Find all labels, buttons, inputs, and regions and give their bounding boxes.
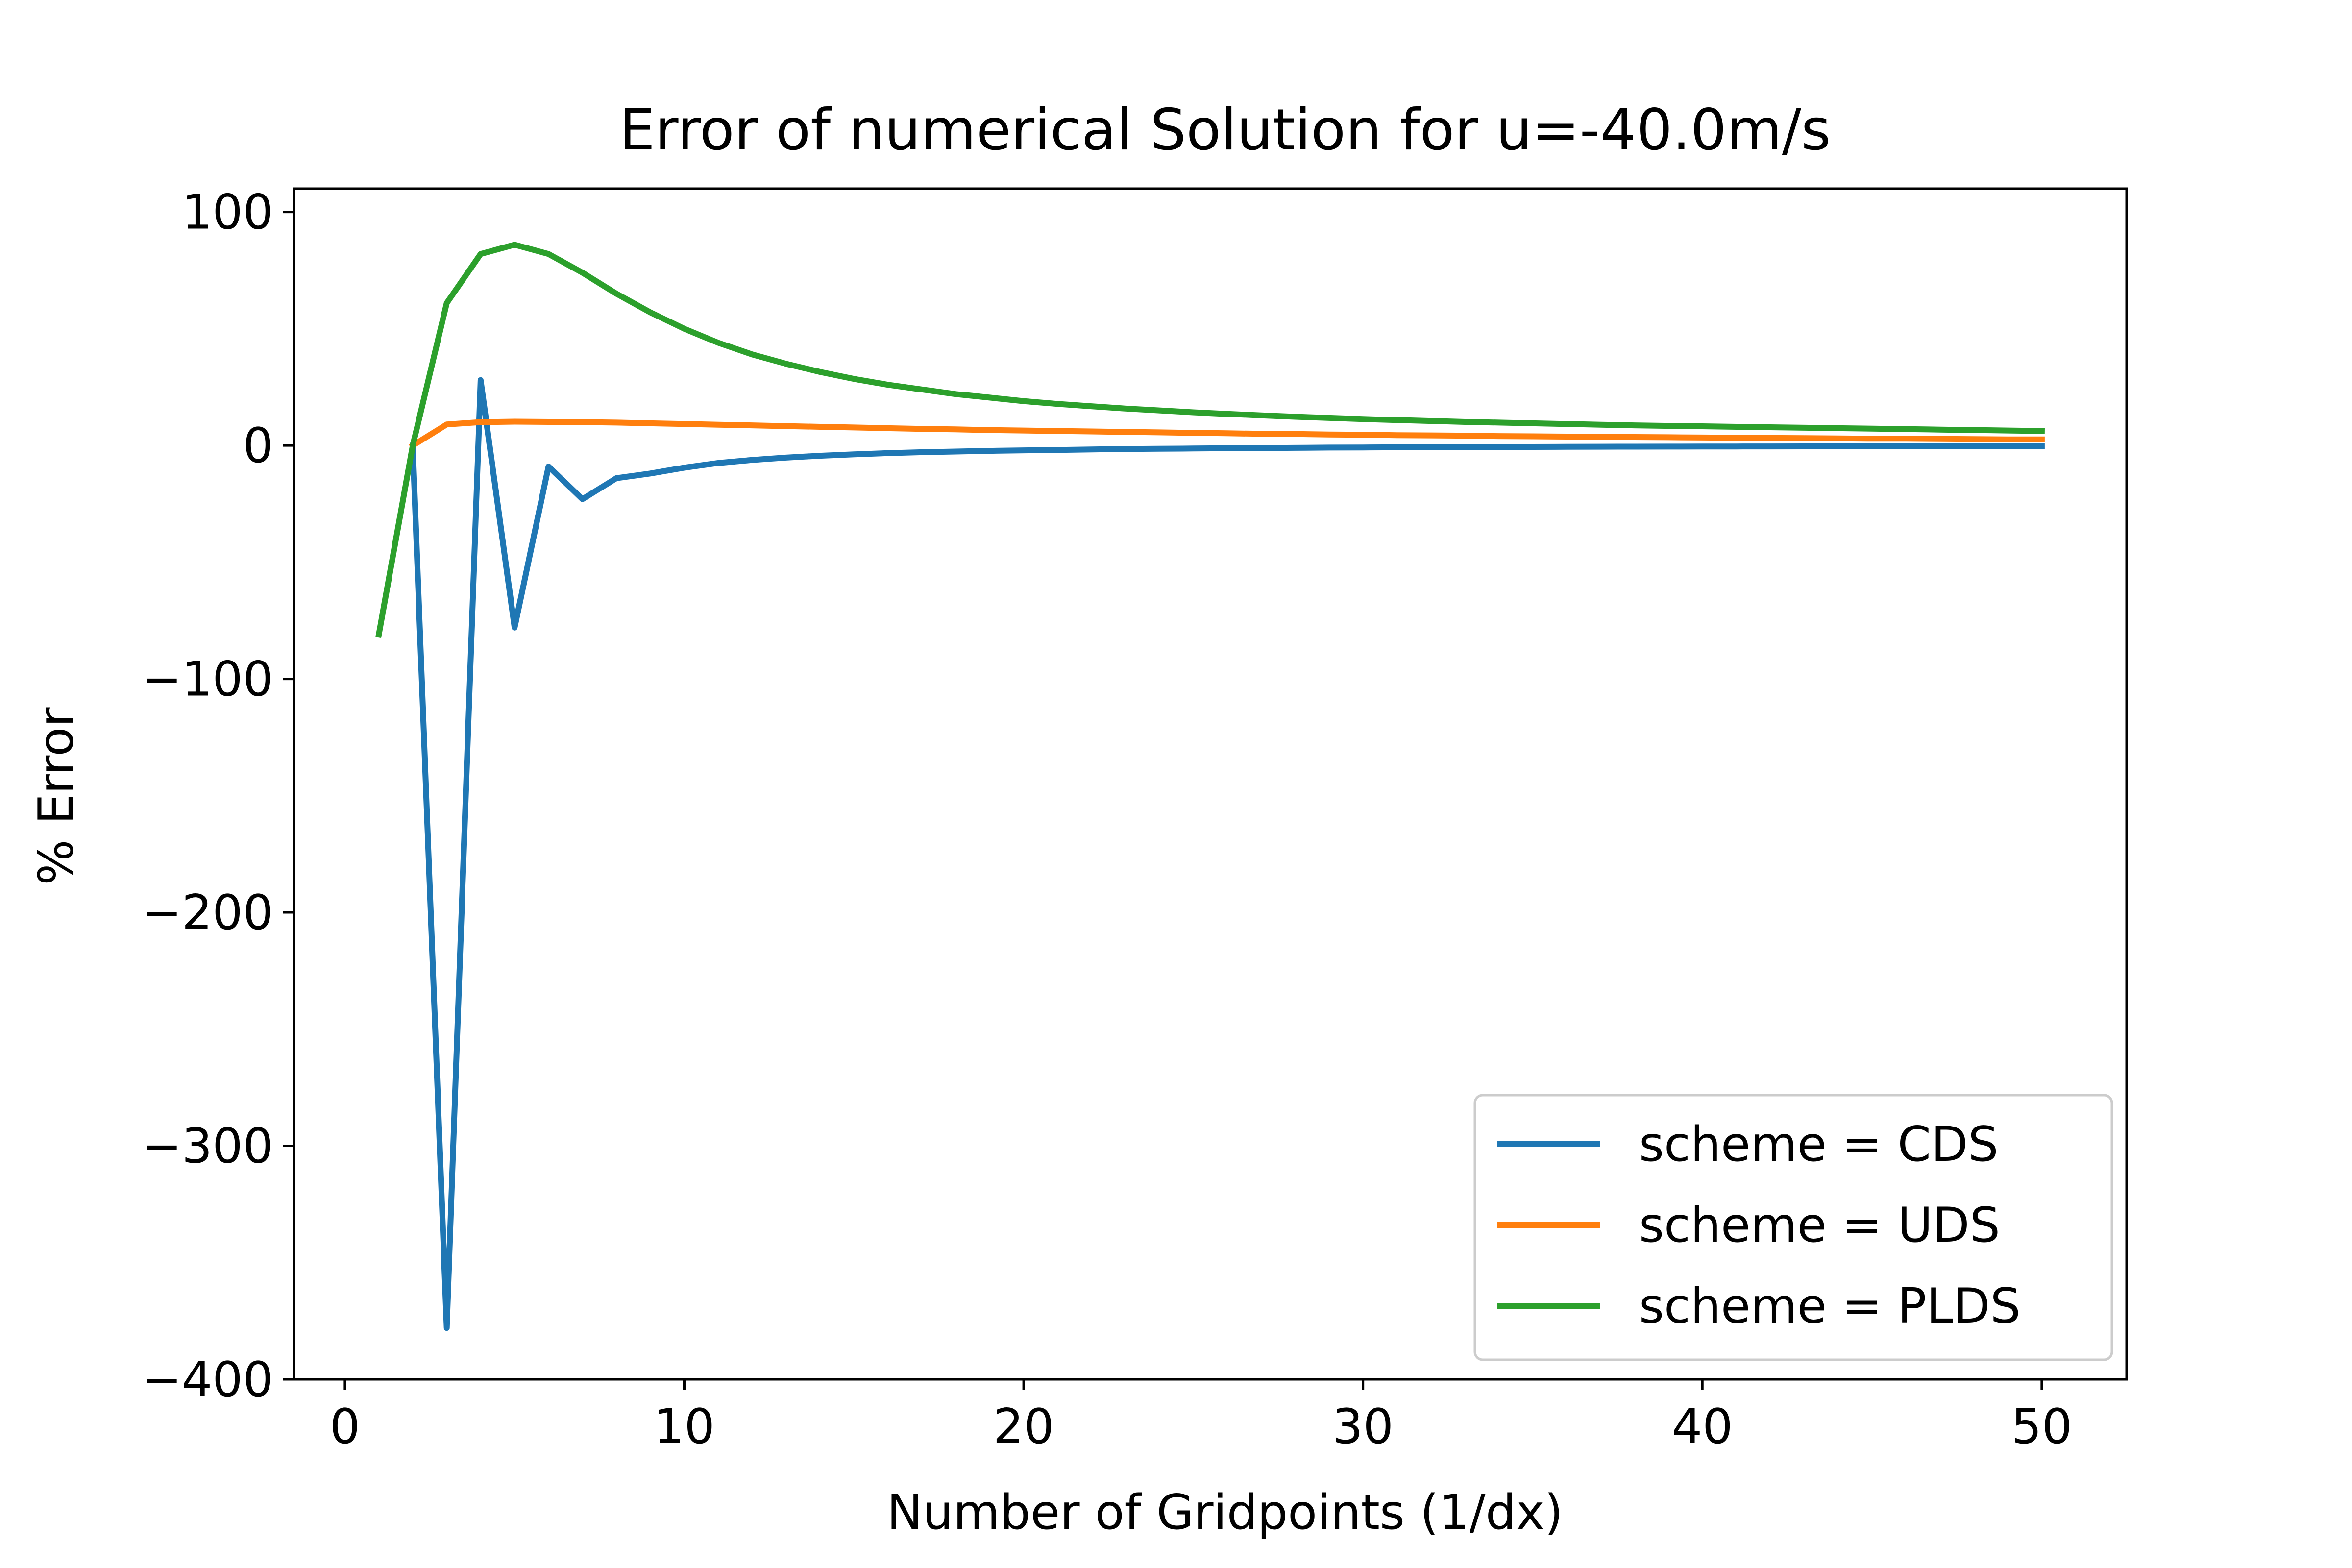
y-tick-label: −100 xyxy=(142,652,273,708)
axes: 0 10 20 30 40 50 100 0 −100 −200 −300 −400 xyxy=(142,185,2128,1455)
legend-label: scheme = UDS xyxy=(1639,1198,2000,1253)
legend-box xyxy=(1473,1094,2113,1361)
x-tick-label: 50 xyxy=(2011,1399,2073,1455)
legend: scheme = CDS scheme = UDS scheme = PLDS xyxy=(1473,1094,2113,1361)
x-axis-label: Number of Gridpoints (1/dx) xyxy=(887,1485,1563,1541)
legend-label: scheme = PLDS xyxy=(1639,1278,2021,1334)
y-tick-label: −200 xyxy=(142,885,273,941)
series-line-cds xyxy=(410,377,2045,1331)
y-tick-label: −300 xyxy=(142,1119,273,1175)
series-line-plds xyxy=(375,242,2045,638)
x-tick-label: 10 xyxy=(654,1399,715,1455)
y-tick-label: 0 xyxy=(243,418,273,474)
x-tick-label: 40 xyxy=(1672,1399,1733,1455)
y-axis-label: % Error xyxy=(28,707,84,885)
x-tick-label: 20 xyxy=(993,1399,1054,1455)
y-tick-label: −400 xyxy=(142,1352,273,1408)
x-tick-label: 30 xyxy=(1332,1399,1394,1455)
series-line-uds xyxy=(409,418,2045,450)
y-tick-label: 100 xyxy=(182,185,273,241)
chart-title: Error of numerical Solution for u=-40.0m… xyxy=(619,97,1831,163)
legend-label: scheme = CDS xyxy=(1639,1117,1999,1173)
plot-area xyxy=(375,242,2045,1331)
x-tick-label: 0 xyxy=(330,1399,360,1455)
axes-frame xyxy=(293,187,2128,1381)
